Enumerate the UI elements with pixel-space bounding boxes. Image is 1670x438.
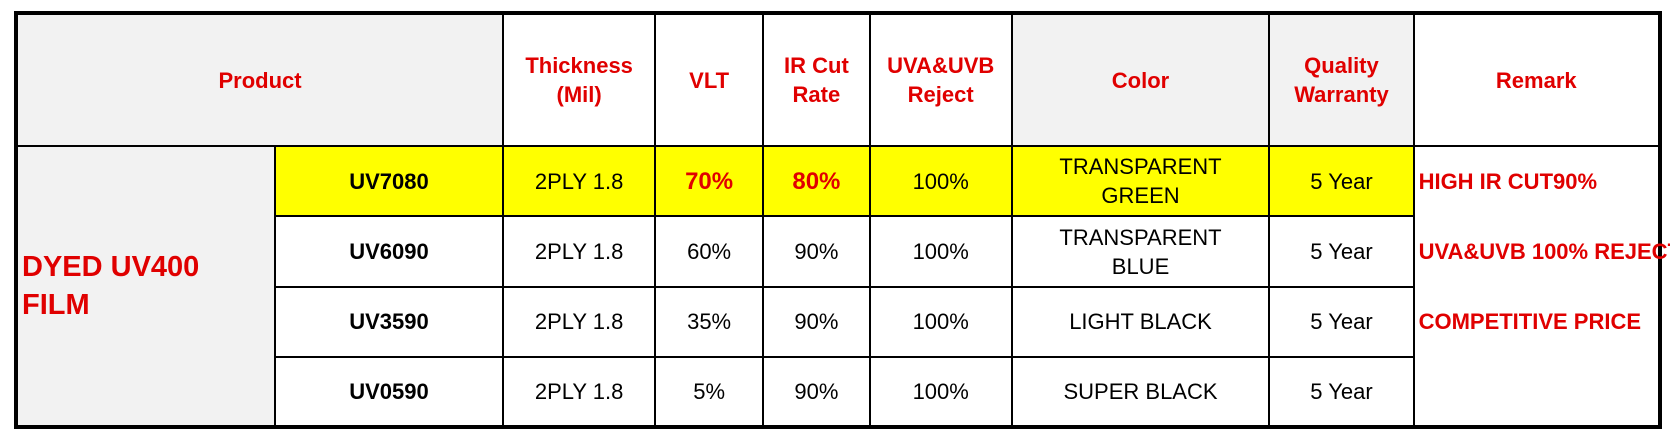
table-row: UV3590 2PLY 1.8 35% 90% 100% LIGHT BLACK…: [16, 285, 1660, 358]
header-ir-cut-line-1: IR Cut: [784, 53, 849, 79]
remark-uv-reject: UVA&UVB 100% REJECT: [1418, 239, 1670, 265]
warranty-cell: 5 Year: [1268, 355, 1415, 429]
header-remark: Remark: [1412, 11, 1662, 148]
thickness-cell: 2PLY 1.8: [502, 215, 657, 288]
header-warranty: Quality Warranty: [1268, 11, 1415, 148]
header-warranty-line-1: Quality: [1304, 53, 1379, 79]
thickness-cell: 2PLY 1.8: [502, 145, 657, 218]
ir-cut-cell: 80%: [762, 145, 871, 218]
model-cell: UV6090: [273, 215, 505, 288]
uv-reject-cell: 100%: [868, 215, 1013, 288]
model-cell: UV7080: [273, 145, 505, 218]
color-line-1: TRANSPARENT: [1059, 154, 1222, 180]
header-ir-cut: IR Cut Rate: [762, 11, 871, 148]
color-cell: TRANSPARENT GREEN: [1010, 145, 1271, 218]
model-cell: UV3590: [273, 285, 505, 358]
warranty-cell: 5 Year: [1268, 145, 1415, 218]
warranty-cell: 5 Year: [1268, 215, 1415, 288]
header-thickness-line-1: Thickness: [525, 53, 633, 79]
table-row: UV6090 2PLY 1.8 60% 90% 100% TRANSPARENT…: [16, 215, 1660, 288]
header-thickness-line-2: (Mil): [556, 82, 602, 108]
color-line-2: BLUE: [1111, 253, 1170, 279]
vlt-cell: 60%: [654, 215, 765, 288]
uv-reject-cell: 100%: [868, 355, 1013, 429]
thickness-cell: 2PLY 1.8: [502, 285, 657, 358]
header-ir-cut-line-2: Rate: [792, 82, 841, 108]
uv-reject-cell: 100%: [868, 145, 1013, 218]
product-group: DYED UV400 FILM: [15, 145, 276, 428]
header-uv-reject-line-1: UVA&UVB: [887, 53, 995, 79]
header-warranty-line-2: Warranty: [1294, 82, 1389, 108]
header-color: Color: [1010, 11, 1271, 148]
ir-cut-cell: 90%: [762, 285, 871, 358]
header-uv-reject-line-2: Reject: [907, 82, 974, 108]
table-row: DYED UV400 FILM UV7080 2PLY 1.8 70% 80% …: [15, 145, 1670, 428]
vlt-cell: 70%: [654, 145, 765, 218]
ir-cut-cell: 90%: [762, 215, 871, 288]
color-cell: LIGHT BLACK: [1010, 285, 1271, 358]
remark-high-ir-cut: HIGH IR CUT90%: [1418, 169, 1598, 195]
color-cell: SUPER BLACK: [1010, 355, 1271, 429]
product-group-line-2: FILM: [22, 289, 90, 322]
ir-cut-cell: 90%: [762, 355, 871, 429]
remark-competitive-price: COMPETITIVE PRICE: [1418, 309, 1642, 335]
warranty-cell: 5 Year: [1268, 285, 1415, 358]
header-vlt: VLT: [654, 11, 765, 148]
header-product: Product: [14, 11, 505, 148]
uv-reject-cell: 100%: [868, 285, 1013, 358]
thickness-cell: 2PLY 1.8: [502, 355, 657, 429]
spec-table: Product Thickness (Mil) VLT IR Cut Rate …: [14, 11, 1670, 429]
vlt-cell: 35%: [654, 285, 765, 358]
table-row: UV0590 2PLY 1.8 5% 90% 100% SUPER BLACK …: [16, 355, 1660, 429]
color-line-1: TRANSPARENT: [1059, 224, 1222, 250]
remark-cell: HIGH IR CUT90% UVA&UVB 100% REJECT COMPE…: [1412, 145, 1670, 428]
header-uv-reject: UVA&UVB Reject: [868, 11, 1013, 148]
vlt-cell: 5%: [654, 355, 765, 429]
model-cell: UV0590: [273, 355, 505, 429]
color-line-2: GREEN: [1101, 183, 1180, 209]
color-cell: TRANSPARENT BLUE: [1010, 215, 1271, 288]
product-group-line-1: DYED UV400: [22, 251, 200, 284]
header-row: Product Thickness (Mil) VLT IR Cut Rate …: [14, 11, 1662, 148]
header-thickness: Thickness (Mil): [502, 11, 657, 148]
